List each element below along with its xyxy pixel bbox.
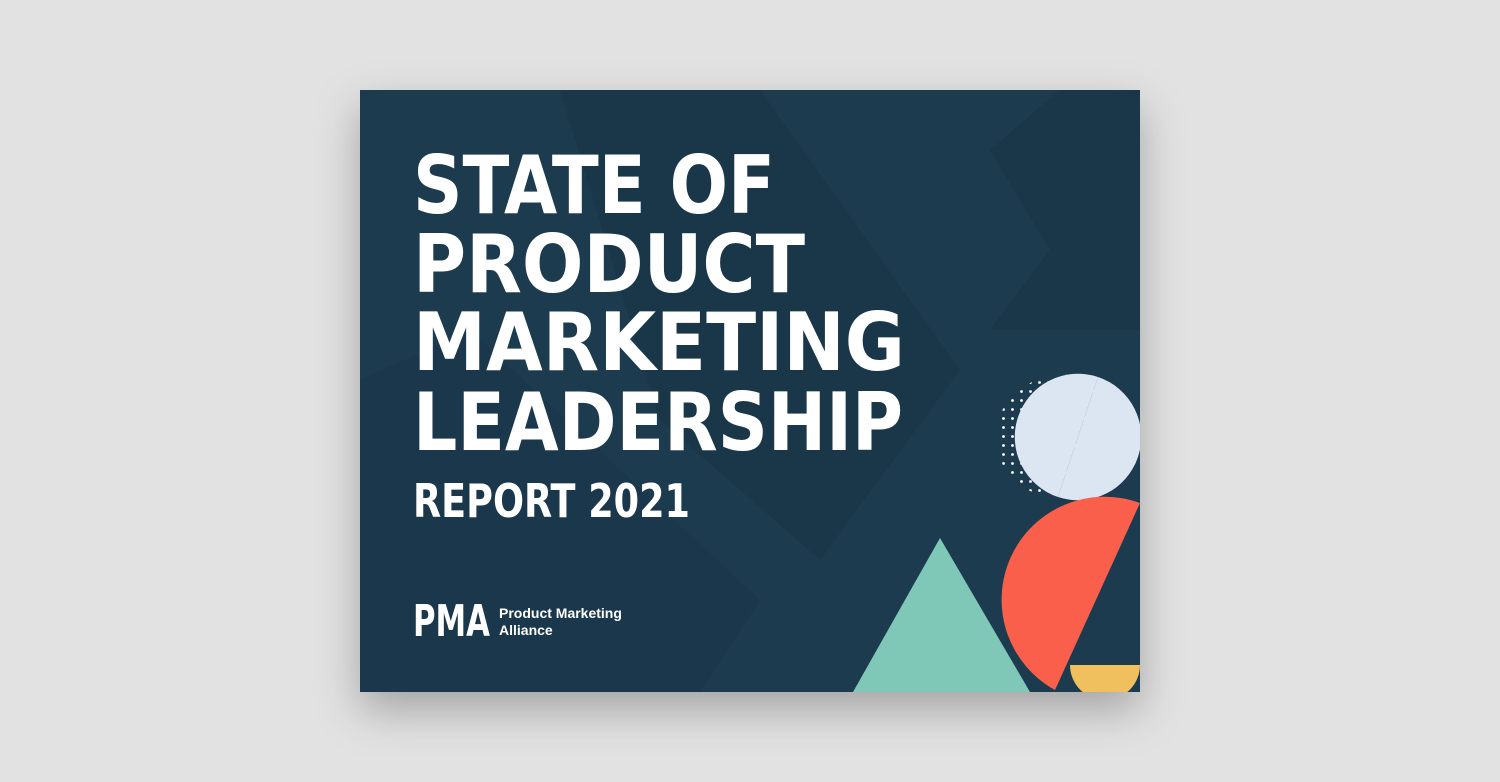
- bg-shape: [360, 330, 760, 692]
- bg-shape: [560, 90, 960, 560]
- half-circle-light: [1058, 377, 1140, 501]
- title-line: PRODUCT: [413, 218, 805, 311]
- title-line: STATE OF: [413, 139, 775, 232]
- logo-mark: PMA: [413, 596, 490, 647]
- title-line: MARKETING: [413, 296, 905, 389]
- half-circle-light: [1014, 373, 1098, 497]
- brand-name: Product Marketing: [499, 605, 622, 621]
- triangle: [853, 538, 1030, 692]
- bg-shape: [990, 90, 1140, 330]
- brand-name: Alliance: [499, 622, 553, 638]
- subtitle: REPORT 2021: [413, 474, 690, 528]
- cover-art: [360, 90, 1140, 692]
- half-circle-red: [1001, 496, 1140, 690]
- title-line: LEADERSHIP: [413, 376, 903, 469]
- half-circle-yellow: [1070, 665, 1140, 692]
